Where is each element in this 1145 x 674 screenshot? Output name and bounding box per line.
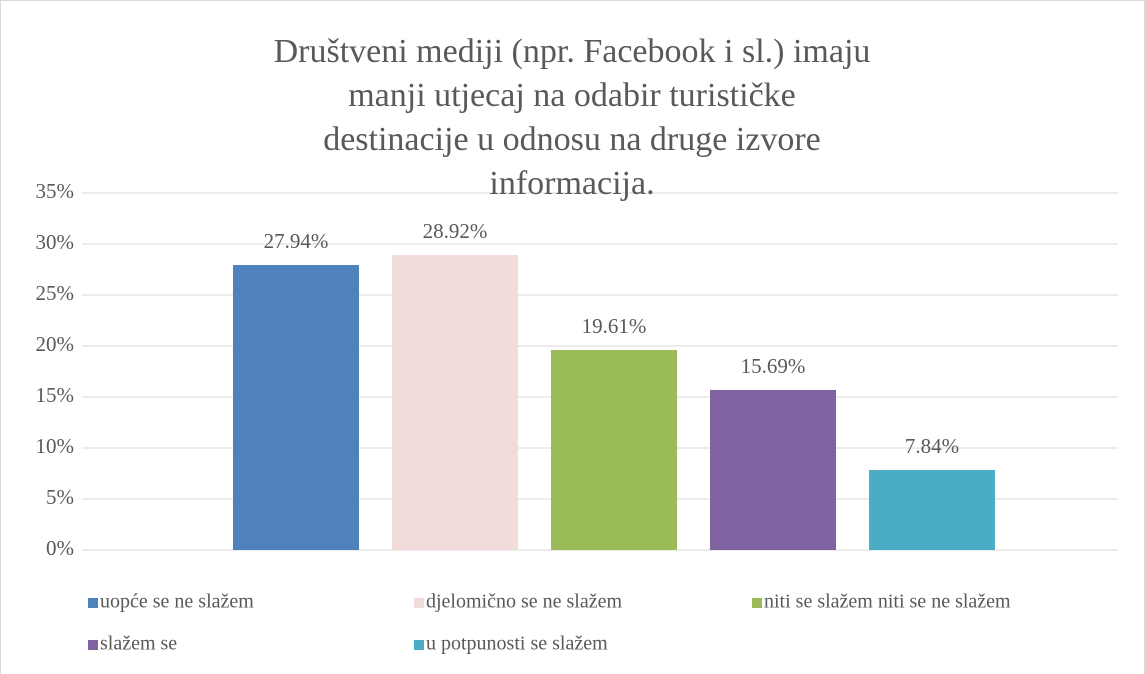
bar xyxy=(869,470,995,550)
bar xyxy=(551,349,677,550)
chart-title: Društveni mediji (npr. Facebook i sl.) i… xyxy=(273,33,871,202)
legend-swatch xyxy=(88,598,98,608)
legend-swatch xyxy=(88,640,98,650)
y-tick-label: 5% xyxy=(46,485,74,509)
y-tick-label: 15% xyxy=(36,383,75,407)
legend-swatch xyxy=(414,640,424,650)
bar xyxy=(710,389,836,550)
bar xyxy=(392,255,518,551)
legend-swatch xyxy=(414,598,424,608)
legend-label: djelomično se ne slažem xyxy=(426,591,622,613)
data-label: 19.61% xyxy=(582,314,647,338)
y-tick-label: 25% xyxy=(36,281,75,305)
y-tick-label: 10% xyxy=(36,434,75,458)
y-tick-label: 35% xyxy=(36,179,75,203)
y-tick-label: 0% xyxy=(46,536,74,560)
y-tick-label: 20% xyxy=(36,332,75,356)
data-label: 15.69% xyxy=(741,354,806,378)
data-label: 28.92% xyxy=(423,219,488,243)
y-tick-label: 30% xyxy=(36,230,75,254)
legend-label: u potpunosti se slažem xyxy=(426,633,608,655)
bar xyxy=(233,265,359,550)
legend-label: niti se slažem niti se ne slažem xyxy=(764,591,1011,613)
legend-swatch xyxy=(752,598,762,608)
data-label: 27.94% xyxy=(264,229,329,253)
legend-label: uopće se ne slažem xyxy=(100,591,254,613)
data-label: 7.84% xyxy=(905,434,959,458)
legend-label: slažem se xyxy=(100,633,177,655)
